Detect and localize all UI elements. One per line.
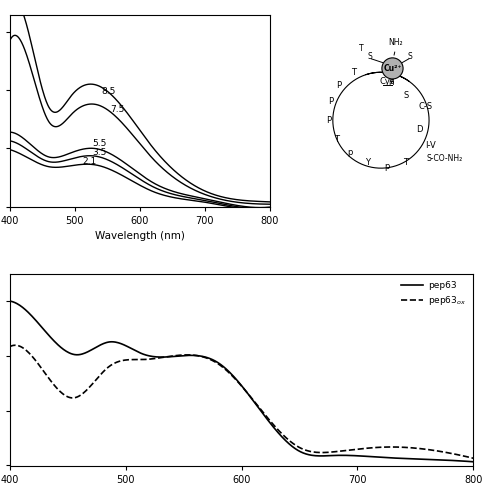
Text: 7.5: 7.5 bbox=[110, 105, 125, 114]
Text: T: T bbox=[334, 135, 339, 144]
pep63 bbox=[7, 298, 13, 304]
pep63$_{ox}$ bbox=[470, 455, 476, 461]
Text: P: P bbox=[327, 116, 331, 125]
pep63 bbox=[230, 372, 236, 378]
Text: D: D bbox=[416, 125, 423, 134]
pep63 bbox=[283, 438, 288, 443]
Text: Cys: Cys bbox=[379, 77, 394, 86]
Text: 3.5: 3.5 bbox=[92, 148, 107, 157]
Text: S-CO-NH₂: S-CO-NH₂ bbox=[426, 154, 463, 163]
pep63$_{ox}$ bbox=[13, 343, 18, 348]
Text: T: T bbox=[403, 158, 409, 167]
Text: H: H bbox=[389, 78, 395, 87]
Text: Y: Y bbox=[365, 158, 370, 167]
Text: I-V: I-V bbox=[426, 141, 436, 149]
X-axis label: Wavelength (nm): Wavelength (nm) bbox=[95, 231, 185, 241]
Text: P: P bbox=[328, 97, 333, 105]
pep63$_{ox}$ bbox=[7, 344, 13, 350]
Text: C-S: C-S bbox=[418, 102, 432, 111]
Text: 5.5: 5.5 bbox=[92, 139, 107, 148]
Text: T: T bbox=[359, 44, 364, 53]
Text: p: p bbox=[384, 162, 389, 171]
pep63 bbox=[257, 408, 263, 414]
Text: T: T bbox=[352, 68, 356, 77]
Text: 8.5: 8.5 bbox=[101, 87, 115, 96]
Text: S: S bbox=[367, 52, 372, 61]
Line: pep63$_{ox}$: pep63$_{ox}$ bbox=[10, 345, 473, 458]
Text: Cu²⁺: Cu²⁺ bbox=[383, 64, 402, 73]
pep63$_{ox}$ bbox=[258, 408, 264, 414]
Circle shape bbox=[382, 58, 403, 79]
Line: pep63: pep63 bbox=[10, 301, 473, 462]
Text: P: P bbox=[336, 81, 341, 90]
Text: p: p bbox=[347, 148, 353, 157]
pep63$_{ox}$ bbox=[231, 374, 237, 380]
Text: 2.1: 2.1 bbox=[83, 157, 97, 166]
pep63 bbox=[387, 455, 393, 461]
pep63 bbox=[459, 458, 465, 464]
pep63$_{ox}$ bbox=[284, 435, 289, 441]
Text: S: S bbox=[403, 91, 409, 100]
pep63$_{ox}$ bbox=[460, 453, 466, 459]
Text: NH₂: NH₂ bbox=[388, 38, 403, 48]
pep63$_{ox}$ bbox=[228, 371, 234, 377]
Legend: pep63, pep63$_{ox}$: pep63, pep63$_{ox}$ bbox=[398, 278, 469, 310]
pep63 bbox=[227, 369, 233, 375]
pep63$_{ox}$ bbox=[388, 444, 394, 450]
pep63 bbox=[470, 459, 476, 465]
Text: S: S bbox=[408, 52, 412, 61]
